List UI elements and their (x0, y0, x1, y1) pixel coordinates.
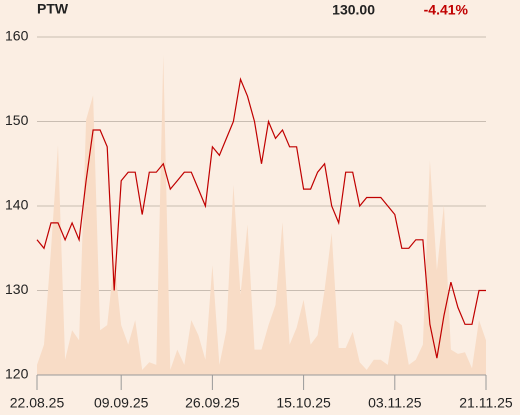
change: -4.41% (424, 2, 469, 18)
x-tick-label: 21.11.25 (459, 395, 513, 411)
y-tick-label: 130 (5, 281, 29, 297)
ticker: PTW (37, 1, 69, 17)
x-tick-label: 26.09.25 (185, 395, 240, 411)
x-tick-label: 09.09.25 (94, 395, 149, 411)
plot: 120 130 140 150 160 22.08.25 09.09.25 26.09.25 1… (5, 28, 513, 411)
y-tick-label: 150 (5, 112, 29, 128)
volume-area (37, 54, 486, 375)
x-tick-label: 22.08.25 (10, 395, 65, 411)
x-tick-label: 03.11.25 (368, 395, 422, 411)
x-tick-label: 15.10.25 (276, 395, 331, 411)
y-tick-label: 120 (5, 366, 29, 382)
price-line (36, 77, 486, 359)
y-tick-label: 160 (5, 28, 29, 44)
last-price: 130.00 (332, 2, 375, 18)
y-tick-label: 140 (5, 197, 29, 213)
